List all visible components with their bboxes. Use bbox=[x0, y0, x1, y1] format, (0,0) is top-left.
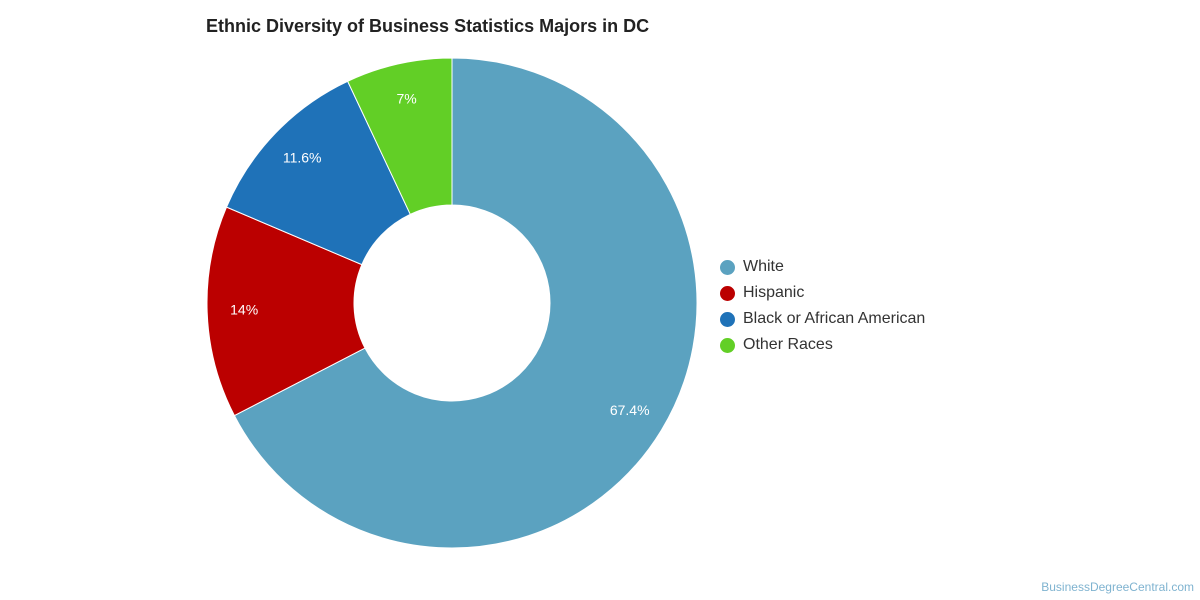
slice-hispanic[interactable] bbox=[206, 206, 366, 417]
legend-swatch-icon bbox=[720, 259, 735, 275]
legend-swatch-icon bbox=[720, 311, 735, 327]
legend-swatch-icon bbox=[720, 337, 735, 353]
legend-item-black-or-african-american[interactable]: Black or African American bbox=[720, 306, 925, 332]
legend-swatch-icon bbox=[720, 285, 735, 301]
credit-link[interactable]: BusinessDegreeCentral.com bbox=[1041, 580, 1194, 594]
chart-title: Ethnic Diversity of Business Statistics … bbox=[206, 16, 650, 36]
slice-group bbox=[206, 57, 698, 549]
slice-other-races[interactable] bbox=[347, 57, 453, 215]
slice-black-or-african-american[interactable] bbox=[225, 80, 411, 266]
legend-label: Other Races bbox=[743, 336, 833, 353]
legend: White Hispanic Black or African American Ot… bbox=[720, 254, 925, 358]
slice-white[interactable] bbox=[233, 57, 698, 549]
slice-label-white: 67.4% bbox=[610, 402, 650, 418]
legend-label: Black or African American bbox=[743, 310, 926, 327]
slice-label-other-races: 7% bbox=[397, 91, 417, 107]
legend-item-hispanic[interactable]: Hispanic bbox=[720, 280, 925, 306]
slice-label-black-or-african-american: 11.6% bbox=[283, 149, 322, 165]
legend-label: White bbox=[743, 258, 784, 275]
legend-label: Hispanic bbox=[743, 284, 805, 301]
slice-label-hispanic: 14% bbox=[230, 302, 258, 318]
legend-item-other-races[interactable]: Other Races bbox=[720, 332, 925, 358]
slice-label-group: 67.4% 14% 11.6% 7% bbox=[230, 91, 649, 418]
legend-item-white[interactable]: White bbox=[720, 254, 925, 280]
